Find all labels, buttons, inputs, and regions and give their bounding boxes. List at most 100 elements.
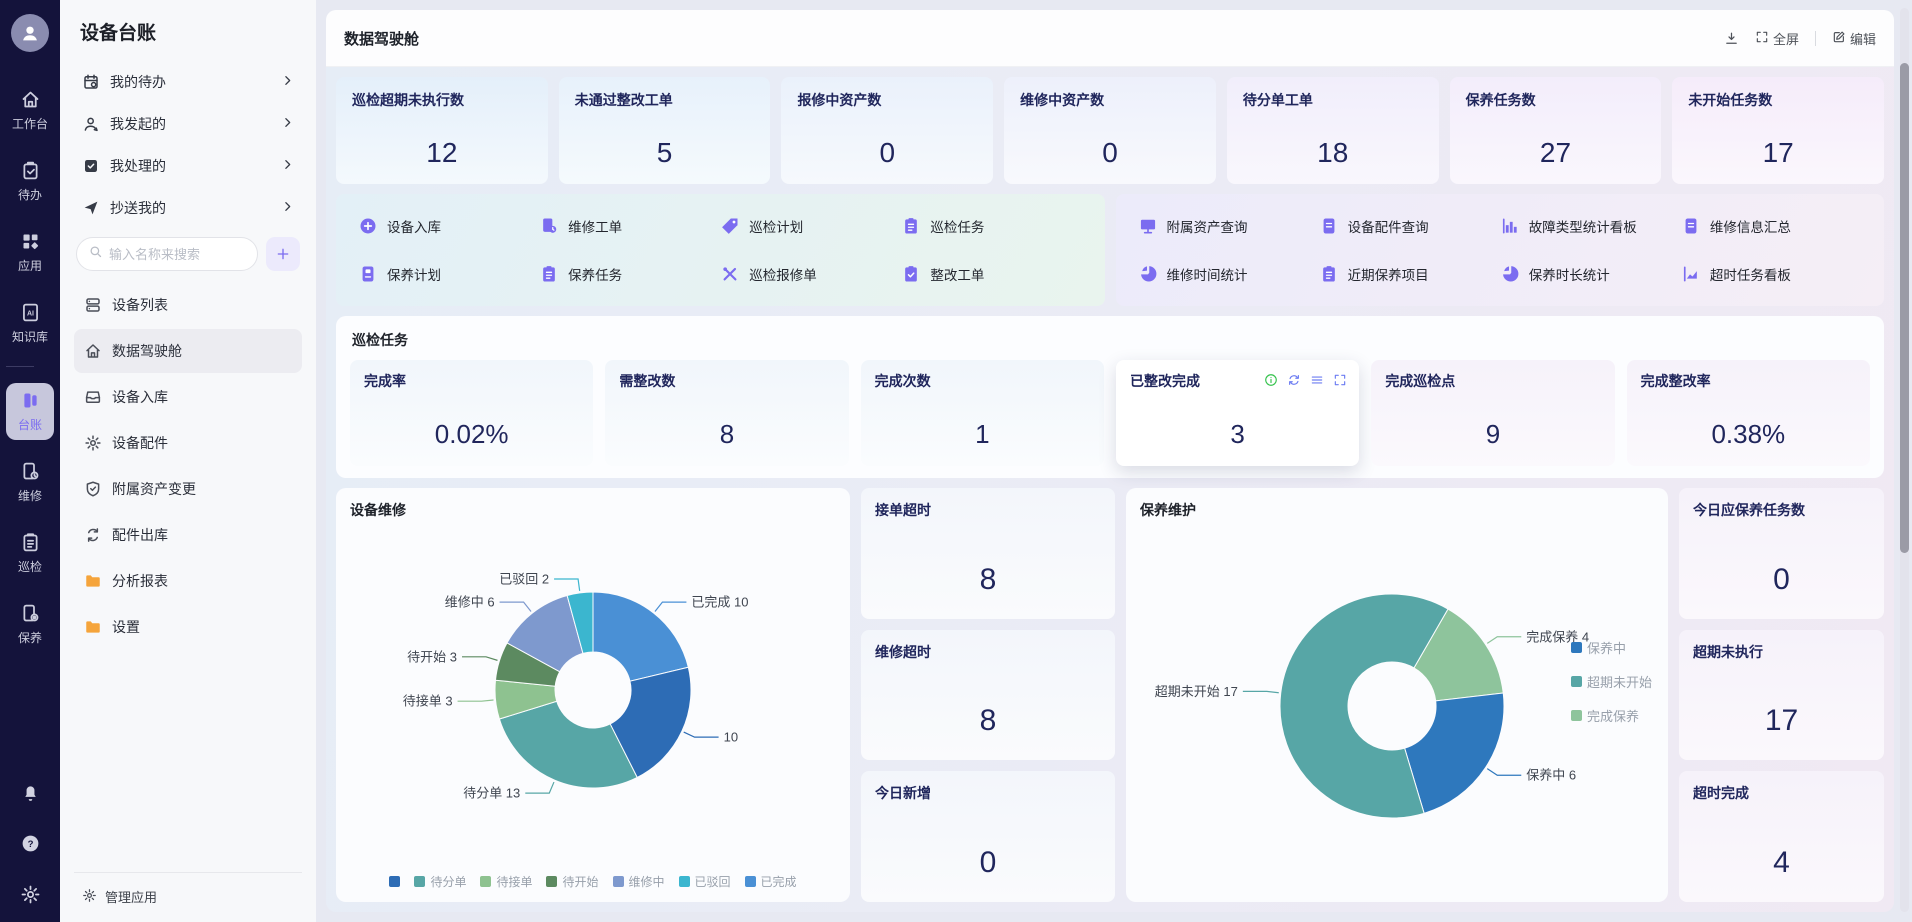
home-icon: [22, 91, 38, 108]
inspection-card-5: 完成整改率 0.38%: [1626, 360, 1870, 466]
quick-action-label: 保养计划: [387, 268, 441, 283]
quick-action-left-4[interactable]: 保养计划: [358, 264, 539, 284]
legend-item[interactable]: 保养中: [1570, 638, 1652, 657]
pie-slice-待分单[interactable]: [498, 700, 638, 789]
legend-swatch: [612, 876, 624, 887]
plus-icon: [277, 248, 289, 260]
pie-slice-已完成[interactable]: [592, 591, 689, 682]
legend-label: 维修中: [628, 875, 665, 889]
edit-button[interactable]: 编辑: [1832, 29, 1876, 48]
side-card-label: 超时完成: [1693, 785, 1749, 802]
side-card-value: 17: [1764, 704, 1799, 738]
quick-action-left-0[interactable]: 设备入库: [358, 216, 539, 236]
chevron-right-icon: [281, 158, 294, 174]
sidebar-link-3[interactable]: 抄送我的: [74, 187, 302, 229]
legend-item[interactable]: 维修中: [612, 873, 665, 890]
svg-text:AI: AI: [27, 311, 34, 318]
sidebar-menu-item-2[interactable]: 设备入库: [74, 375, 302, 419]
repair-stats-column: 接单超时 8 维修超时 8 今日新增 0: [861, 488, 1115, 903]
sidebar-link-1[interactable]: 我发起的: [74, 103, 302, 145]
menu-item-label: 附属资产变更: [112, 481, 196, 497]
quick-action-right-0[interactable]: 附属资产查询: [1138, 216, 1319, 236]
avatar[interactable]: [11, 14, 49, 52]
board-body: 巡检超期未执行数 12 未通过整改工单 5 报修中资产数 0 维修中资产数 0 待分单工单 18 保…: [326, 67, 1894, 912]
quick-action-right-4[interactable]: 维修时间统计: [1138, 264, 1319, 284]
card-toolbar: [1264, 373, 1347, 392]
quick-action-right-2[interactable]: 故障类型统计看板: [1500, 216, 1681, 236]
clipboard-list-filled-icon: [543, 266, 555, 282]
stat-card-value: 27: [1539, 137, 1572, 168]
plus-circle-icon: [360, 218, 376, 234]
pie-slice-保养中[interactable]: [1403, 692, 1505, 814]
maintenance_side_stats-card-2: 超时完成 4: [1679, 771, 1884, 903]
download-button[interactable]: [1724, 31, 1739, 46]
fullscreen-button[interactable]: 全屏: [1755, 29, 1799, 48]
legend-item[interactable]: 待接单: [480, 873, 532, 890]
quick-actions-right-panel: 附属资产查询 设备配件查询 故障类型统计看板 维修信息汇总维修时间统计 近期保养项目 保养…: [1115, 194, 1884, 306]
sidebar-menu-item-4[interactable]: 附属资产变更: [74, 467, 302, 511]
info-button[interactable]: [1264, 373, 1278, 392]
quick-action-left-2[interactable]: 巡检计划: [720, 216, 901, 236]
quick-action-left-1[interactable]: 维修工单: [539, 216, 720, 236]
stat-card-label: 巡检超期未执行数: [352, 92, 464, 108]
legend-item[interactable]: 已驳回: [678, 873, 731, 890]
quick-action-left-7[interactable]: 整改工单: [901, 264, 1082, 284]
rail-item-2[interactable]: 应用: [6, 224, 54, 281]
add-button[interactable]: [266, 237, 300, 271]
rail-item-6[interactable]: 巡检: [6, 525, 54, 582]
rail-item-4[interactable]: 台账: [6, 383, 54, 440]
rail-bottom: ?: [20, 782, 41, 910]
sidebar-menu-item-7[interactable]: 设置: [74, 605, 302, 649]
sidebar-link-2[interactable]: 我处理的: [74, 145, 302, 187]
quick-action-right-6[interactable]: 保养时长统计: [1500, 264, 1681, 284]
sidebar-menu-item-6[interactable]: 分析报表: [74, 559, 302, 603]
label-leader-line: [462, 656, 498, 661]
search-box[interactable]: [76, 237, 258, 271]
notifications-button[interactable]: [20, 782, 41, 808]
pie-label: 保养中 6: [1526, 768, 1576, 783]
menu-item-label: 设备列表: [112, 297, 168, 313]
quick-action-left-3[interactable]: 巡检任务: [901, 216, 1082, 236]
rail-item-7[interactable]: 保养: [6, 596, 54, 653]
scrollbar-thumb[interactable]: [1900, 63, 1909, 553]
quick-action-left-6[interactable]: 巡检报修单: [720, 264, 901, 284]
repair_side_stats-card-0: 接单超时 8: [861, 488, 1115, 619]
rail-item-3[interactable]: AI 知识库: [6, 295, 54, 352]
legend-item[interactable]: [389, 876, 401, 887]
rail-item-5[interactable]: 维修: [6, 454, 54, 511]
search-input[interactable]: [109, 246, 246, 262]
legend-item[interactable]: 待分单: [414, 873, 466, 890]
quick-action-left-5[interactable]: 保养任务: [539, 264, 720, 284]
side-card-value: 4: [1773, 846, 1790, 880]
pie-slice-unnamed[interactable]: [609, 666, 692, 779]
pie-slice-已驳回[interactable]: [566, 591, 594, 654]
rail-item-1[interactable]: 待办: [6, 153, 54, 210]
sidebar-menu-item-1[interactable]: 数据驾驶舱: [74, 329, 302, 373]
pie-slice-超期未开始[interactable]: [1279, 593, 1449, 819]
menu-button[interactable]: [1310, 373, 1324, 392]
help-button[interactable]: ?: [20, 833, 41, 859]
legend-item[interactable]: 完成保养: [1570, 706, 1652, 725]
sidebar-menu-item-3[interactable]: 设备配件: [74, 421, 302, 465]
rail-item-0[interactable]: 工作台: [6, 82, 54, 139]
side-card-value: 0: [1773, 562, 1790, 596]
sidebar-link-0[interactable]: 我的待办: [74, 61, 302, 103]
legend-item[interactable]: 待开始: [546, 873, 599, 890]
sidebar-menu-item-5[interactable]: 配件出库: [74, 513, 302, 557]
expand-button[interactable]: [1333, 373, 1347, 392]
rail-item-label: 维修: [17, 489, 42, 503]
settings-button[interactable]: [20, 884, 41, 910]
legend-item[interactable]: 超期未开始: [1570, 672, 1652, 691]
refresh-button[interactable]: [1287, 373, 1301, 392]
maintenance-chart-panel: 保养维护 完成保养 4 保养中 6 超期未开始 17 保养中 超期未开始 完成保养: [1126, 488, 1668, 902]
rail-item-label: 待办: [17, 188, 42, 202]
quick-action-right-7[interactable]: 超时任务看板: [1681, 264, 1862, 284]
fullscreen-icon: [1756, 31, 1768, 42]
legend-item[interactable]: 已完成: [744, 873, 797, 890]
quick-action-right-3[interactable]: 维修信息汇总: [1681, 216, 1862, 236]
sidebar-menu-item-0[interactable]: 设备列表: [74, 283, 302, 327]
manage-apps-button[interactable]: 管理应用: [74, 872, 302, 910]
quick-action-right-5[interactable]: 近期保养项目: [1319, 264, 1500, 284]
quick-action-right-1[interactable]: 设备配件查询: [1319, 216, 1500, 236]
quick-actions-left-panel: 设备入库 维修工单 巡检计划 巡检任务保养计划 保养任务 巡检报修单 整改工单: [336, 194, 1105, 306]
